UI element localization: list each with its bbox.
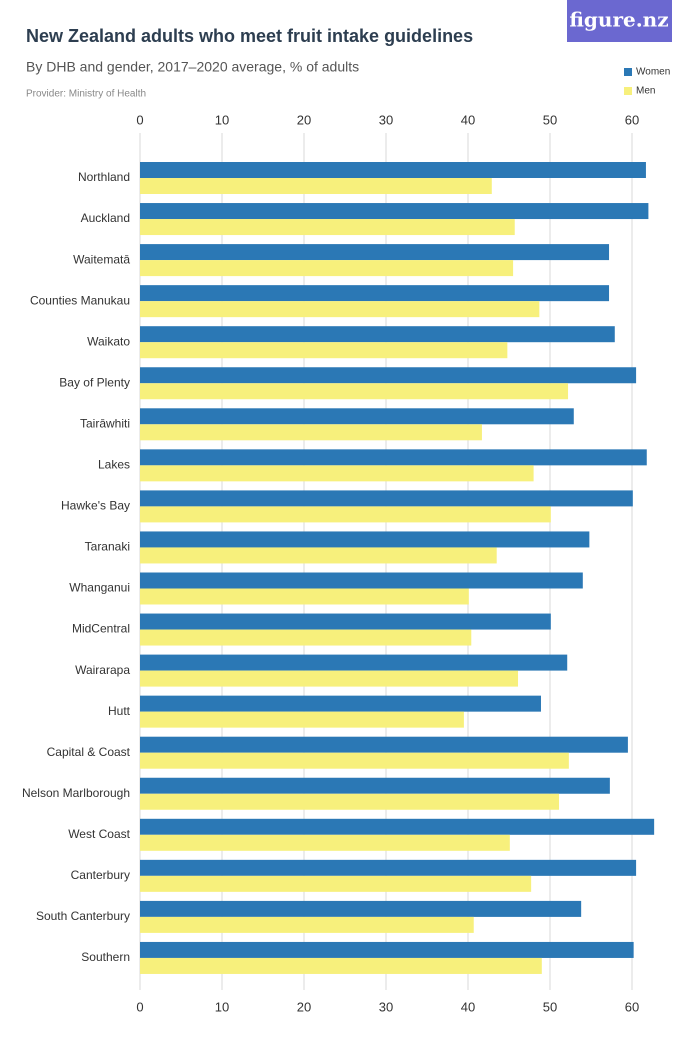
bar [140,506,551,523]
y-tick-label: Northland [78,170,130,184]
bar [140,941,634,958]
x-tick-label-top: 50 [543,112,557,127]
bar [140,367,637,384]
legend-label: Women [636,67,670,78]
bar [140,793,560,810]
x-tick-label-top: 10 [215,112,229,127]
y-tick-label: Nelson Marlborough [22,786,130,800]
y-tick-label: Wairarapa [75,663,130,677]
chart-title: New Zealand adults who meet fruit intake… [26,26,473,46]
bar [140,613,551,630]
bar [140,342,508,359]
x-tick-label-bottom: 40 [461,999,475,1014]
bar [140,654,568,671]
bar [140,260,514,277]
bar [140,162,646,178]
x-tick-label-bottom: 20 [297,999,311,1014]
bar [140,752,569,769]
x-tick-label-top: 60 [625,112,639,127]
provider: Provider: Ministry of Health [26,89,146,100]
y-tick-label: Taranaki [85,540,130,554]
bar [140,736,628,753]
y-tick-label: Auckland [81,211,130,225]
y-tick-label: Lakes [98,458,130,472]
bar [140,818,655,835]
bar [140,408,574,425]
legend-swatch [624,87,632,95]
bar [140,326,615,343]
bar [140,547,497,564]
bar [140,178,492,194]
bar [140,957,542,974]
x-tick-label-bottom: 10 [215,999,229,1014]
bar [140,875,532,892]
x-tick-label-top: 40 [461,112,475,127]
bar [140,695,541,712]
x-tick-label-bottom: 30 [379,999,393,1014]
bar [140,383,569,400]
bar [140,711,464,728]
bar [140,900,582,917]
bar [140,859,637,876]
bar [140,588,469,605]
logo[interactable]: figure.nz [569,8,668,32]
y-tick-label: MidCentral [72,622,130,636]
bar [140,285,610,302]
bar [140,449,647,466]
y-tick-label: Hawke's Bay [61,499,130,513]
bar [140,531,590,548]
bar [140,572,583,589]
chart-subtitle: By DHB and gender, 2017–2020 average, % … [26,59,359,75]
x-tick-label-bottom: 60 [625,999,639,1014]
y-tick-label: Hutt [108,704,131,718]
y-tick-label: Whanganui [69,581,130,595]
y-tick-label: Tairāwhiti [80,416,130,430]
legend-label: Men [636,86,655,97]
bar [140,777,610,794]
bar [140,219,515,236]
x-tick-label-bottom: 0 [136,999,143,1014]
x-tick-label-top: 20 [297,112,311,127]
y-tick-label: Bay of Plenty [59,375,130,389]
bar [140,203,649,220]
logo-box[interactable] [567,0,672,42]
y-tick-label: Capital & Coast [47,745,131,759]
bar [140,916,474,933]
bar [140,301,540,318]
y-tick-label: Southern [81,950,130,964]
y-tick-label: Waikato [87,334,130,348]
x-tick-label-bottom: 50 [543,999,557,1014]
y-tick-label: Waitematā [73,252,130,266]
y-tick-label: South Canterbury [36,909,130,923]
bar [140,424,482,441]
bar [140,244,610,261]
bar [140,629,472,646]
x-tick-label-top: 30 [379,112,393,127]
y-tick-label: Canterbury [71,868,130,882]
y-tick-label: West Coast [68,827,130,841]
bar [140,670,519,687]
bar [140,834,510,851]
bar [140,490,633,507]
x-tick-label-top: 0 [136,112,143,127]
legend-swatch [624,68,632,76]
bar [140,465,534,482]
y-tick-label: Counties Manukau [30,293,130,307]
